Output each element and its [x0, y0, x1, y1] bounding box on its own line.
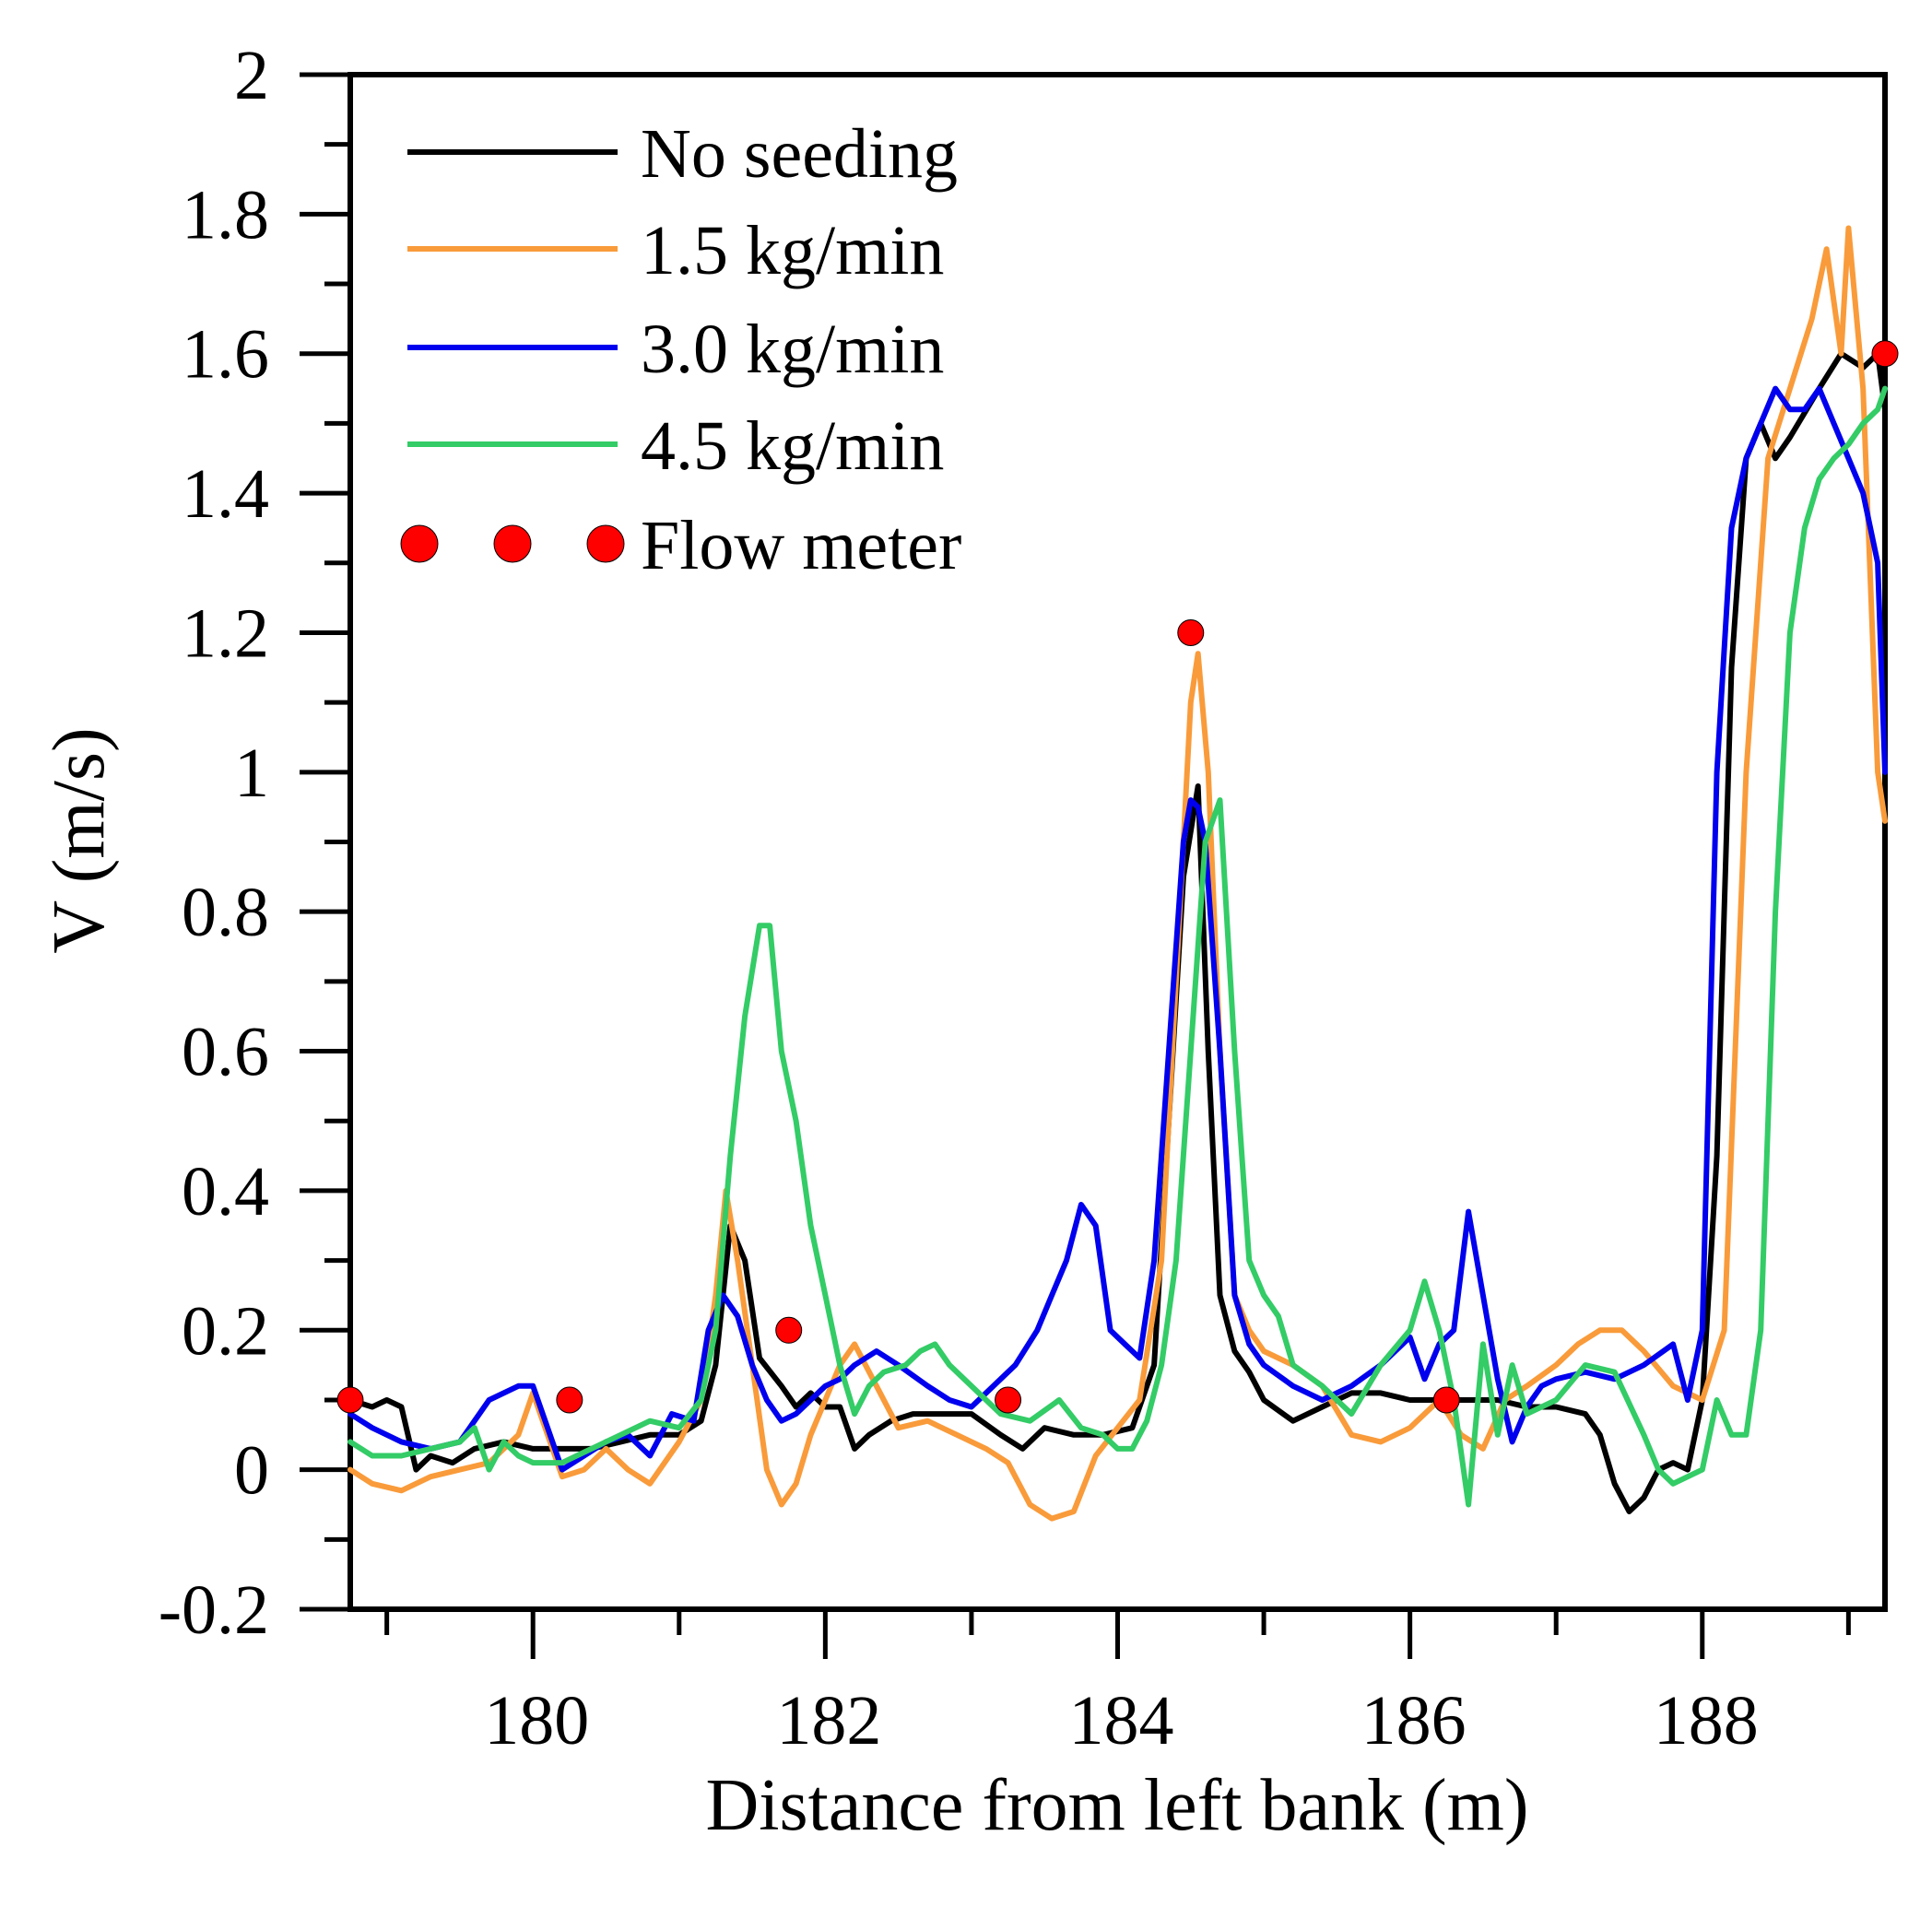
y-tick-label: 1: [234, 735, 269, 812]
x-tick-label: 184: [1069, 1682, 1174, 1759]
series-line-3-0-kg-min: [348, 385, 1888, 1473]
x-axis-title: Distance from left bank (m): [705, 1765, 1528, 1846]
legend-marker-flow-meter-2: [493, 524, 532, 563]
y-tick-label: 1.2: [182, 594, 269, 672]
y-tick-label: 1.4: [182, 455, 269, 533]
legend-marker-flow-meter-1: [400, 524, 439, 563]
x-tick-label: 186: [1361, 1682, 1467, 1759]
legend: No seeding 1.5 kg/min 3.0 kg/min 4.5 kg/…: [400, 115, 961, 584]
legend-label-3-0-kg-min: 3.0 kg/min: [641, 311, 944, 388]
y-tick-label: 0.6: [182, 1014, 269, 1091]
legend-label-4-5-kg-min: 4.5 kg/min: [641, 407, 944, 485]
y-tick-label: 2: [234, 37, 269, 114]
plot-area-frame: [348, 72, 1888, 1612]
series-line-1-5-kg-min: [348, 225, 1888, 1522]
x-axis: 180 182 184 186 188: [384, 1609, 1851, 1759]
y-tick-label: 1.8: [182, 176, 269, 253]
legend-marker-flow-meter-3: [586, 524, 625, 563]
y-tick-label: 0: [234, 1432, 269, 1510]
flow-meter-point: [556, 1386, 583, 1414]
y-tick-label: -0.2: [159, 1571, 269, 1649]
flow-meter-point: [775, 1316, 803, 1344]
y-tick-label: 0.8: [182, 874, 269, 951]
flow-meter-points: [336, 340, 1899, 1414]
flow-meter-point: [1871, 340, 1899, 368]
flow-meter-point: [336, 1386, 364, 1414]
x-tick-label: 180: [484, 1682, 589, 1759]
y-tick-label: 0.4: [182, 1153, 269, 1230]
series-line-4-5-kg-min: [348, 385, 1888, 1508]
flow-meter-point: [995, 1386, 1022, 1414]
flow-meter-point: [1177, 618, 1205, 646]
y-axis: -0.2 0 0.2 0.4 0.6 0.8 1 1.2 1.4 1.6 1.8 2: [159, 37, 350, 1649]
legend-label-flow-meter: Flow meter: [641, 507, 961, 584]
y-tick-label: 0.2: [182, 1292, 269, 1370]
legend-label-no-seeding: No seeding: [641, 115, 958, 193]
series-lines: [348, 225, 1888, 1522]
flow-meter-point: [1432, 1386, 1460, 1414]
x-tick-label: 188: [1654, 1682, 1759, 1759]
x-tick-label: 182: [776, 1682, 881, 1759]
legend-label-1-5-kg-min: 1.5 kg/min: [641, 212, 944, 289]
y-axis-title: V (m/s): [39, 727, 120, 953]
y-tick-label: 1.6: [182, 316, 269, 394]
